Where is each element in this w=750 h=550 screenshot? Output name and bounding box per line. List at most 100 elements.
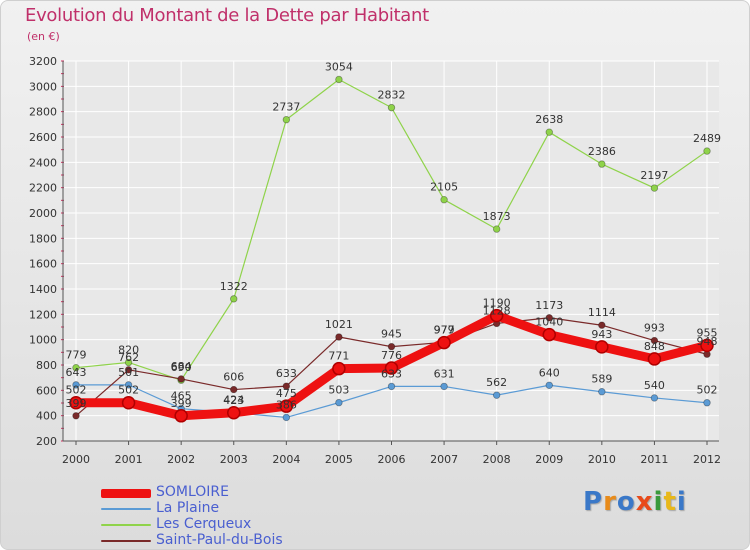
data-label: 1873 bbox=[483, 210, 511, 223]
x-tick-label: 2001 bbox=[115, 453, 143, 466]
legend-label: La Plaine bbox=[156, 500, 220, 516]
data-label: 640 bbox=[539, 366, 560, 379]
data-point bbox=[545, 128, 553, 136]
data-label: 424 bbox=[223, 394, 244, 407]
data-label: 2638 bbox=[535, 113, 563, 126]
data-point bbox=[72, 363, 80, 372]
data-point bbox=[595, 340, 609, 354]
data-point bbox=[703, 147, 711, 155]
data-label: 633 bbox=[276, 367, 297, 380]
x-tick-label: 2006 bbox=[378, 453, 406, 466]
data-point bbox=[335, 398, 343, 407]
y-tick-label: 200 bbox=[36, 435, 57, 448]
data-point bbox=[650, 394, 659, 402]
y-tick-label: 1200 bbox=[29, 308, 57, 321]
data-label: 399 bbox=[66, 397, 87, 410]
data-point bbox=[282, 115, 291, 124]
logo-letter: x bbox=[635, 487, 654, 517]
data-point bbox=[492, 391, 501, 399]
data-point bbox=[124, 358, 133, 367]
data-point bbox=[440, 195, 448, 204]
data-label: 820 bbox=[118, 343, 139, 356]
data-point bbox=[230, 385, 238, 394]
data-label: 589 bbox=[591, 373, 612, 386]
logo-letter: o bbox=[616, 487, 636, 517]
data-point bbox=[598, 160, 606, 168]
data-point bbox=[174, 409, 188, 423]
x-tick-label: 2010 bbox=[588, 453, 616, 466]
y-tick-label: 2200 bbox=[29, 182, 57, 195]
data-label: 540 bbox=[644, 379, 665, 392]
y-tick-label: 3000 bbox=[29, 80, 57, 93]
data-point bbox=[545, 381, 553, 389]
legend-label: SOMLOIRE bbox=[156, 484, 230, 500]
x-tick-label: 2011 bbox=[640, 453, 668, 466]
data-point bbox=[387, 342, 396, 351]
data-label: 631 bbox=[434, 367, 455, 380]
data-label: 2737 bbox=[272, 101, 300, 114]
data-point bbox=[177, 375, 185, 383]
y-tick-label: 2400 bbox=[29, 156, 57, 169]
data-point bbox=[598, 388, 606, 396]
data-point bbox=[69, 395, 83, 410]
y-tick-label: 2800 bbox=[29, 106, 57, 119]
data-label: 943 bbox=[591, 328, 612, 341]
data-label: 690 bbox=[171, 361, 192, 374]
x-tick-label: 2000 bbox=[62, 453, 90, 466]
legend-label: Saint-Paul-du-Bois bbox=[156, 532, 283, 548]
data-label: 848 bbox=[644, 340, 665, 353]
data-label: 979 bbox=[434, 323, 455, 336]
data-point bbox=[650, 336, 659, 345]
proxiti-logo: Proxiti bbox=[583, 487, 687, 517]
data-label: 502 bbox=[118, 384, 139, 397]
y-tick-label: 1400 bbox=[29, 283, 57, 296]
legend-swatch bbox=[101, 540, 151, 542]
data-label: 562 bbox=[486, 376, 507, 389]
logo-letter: i bbox=[676, 487, 687, 517]
data-point bbox=[72, 381, 80, 389]
x-tick-label: 2004 bbox=[272, 453, 300, 466]
data-label: 1173 bbox=[535, 299, 563, 312]
data-point bbox=[72, 412, 80, 420]
data-label: 1114 bbox=[588, 306, 616, 319]
data-label: 386 bbox=[276, 398, 297, 411]
data-label: 3054 bbox=[325, 60, 353, 73]
data-label: 684 bbox=[171, 360, 192, 373]
data-label: 1322 bbox=[220, 280, 248, 293]
x-tick-label: 2003 bbox=[220, 453, 248, 466]
y-tick-label: 1600 bbox=[29, 258, 57, 271]
data-point bbox=[332, 361, 346, 376]
data-point bbox=[437, 335, 451, 350]
chart-subtitle: (en €) bbox=[27, 30, 60, 43]
data-point bbox=[703, 399, 711, 407]
logo-letter: r bbox=[603, 487, 617, 517]
data-label: 501 bbox=[118, 366, 139, 379]
data-label: 2105 bbox=[430, 181, 458, 194]
data-point bbox=[282, 413, 291, 422]
data-label: 2386 bbox=[588, 145, 616, 158]
data-point bbox=[335, 333, 343, 341]
data-label: 945 bbox=[381, 328, 402, 341]
data-label: 502 bbox=[697, 384, 718, 397]
y-tick-label: 3200 bbox=[29, 55, 57, 68]
data-label: 993 bbox=[644, 322, 665, 335]
data-point bbox=[492, 225, 501, 233]
x-tick-label: 2007 bbox=[430, 453, 458, 466]
data-label: 779 bbox=[66, 349, 87, 362]
data-point bbox=[545, 314, 553, 322]
y-tick-label: 2600 bbox=[29, 131, 57, 144]
logo-letter: i bbox=[653, 487, 664, 517]
logo-letter: P bbox=[583, 487, 604, 517]
data-label: 955 bbox=[697, 326, 718, 339]
data-label: 977 bbox=[434, 324, 455, 337]
legend-swatch bbox=[101, 524, 151, 526]
data-point bbox=[282, 382, 291, 390]
data-label: 1190 bbox=[483, 297, 511, 310]
data-label: 399 bbox=[171, 397, 192, 410]
data-point bbox=[598, 321, 606, 329]
data-point bbox=[124, 381, 133, 389]
y-tick-label: 1000 bbox=[29, 334, 57, 347]
legend-swatch bbox=[101, 489, 151, 498]
